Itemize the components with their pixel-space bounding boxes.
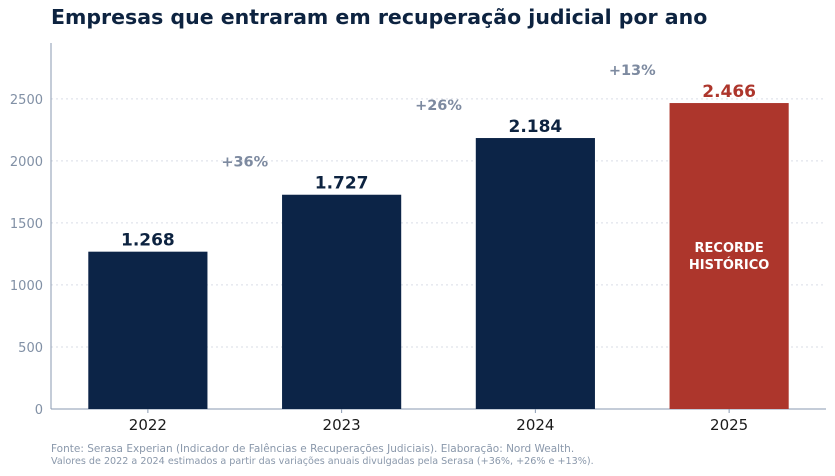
growth-label: +13% [609, 63, 656, 79]
growth-label: +36% [221, 155, 268, 171]
growth-label: +26% [415, 98, 462, 114]
axes: 0 500 1000 1500 2000 2500 2022 2023 2024 2025 [10, 43, 826, 434]
bars [88, 103, 789, 409]
value-label: 2.466 [702, 82, 756, 102]
y-tick-label: 2000 [10, 155, 43, 170]
highlight-label: RECORDE [695, 241, 764, 256]
value-label: 1.268 [121, 231, 175, 251]
x-tick-label: 2022 [129, 416, 167, 434]
y-tick-label: 2500 [10, 93, 43, 108]
y-tick-label: 1000 [10, 279, 43, 294]
x-tick-label: 2023 [323, 416, 361, 434]
x-tick-label: 2025 [710, 416, 748, 434]
bar [282, 194, 402, 409]
chart-title: Empresas que entraram em recuperação jud… [51, 5, 708, 29]
bar [669, 103, 789, 409]
source-footnote: Fonte: Serasa Experian (Indicador de Fal… [51, 443, 575, 455]
method-footnote: Valores de 2022 a 2024 estimados a parti… [51, 456, 594, 467]
y-tick-label: 500 [18, 341, 43, 356]
value-label: 1.727 [315, 174, 369, 194]
value-label: 2.184 [508, 117, 562, 137]
y-tick-label: 1500 [10, 217, 43, 232]
x-tick-label: 2024 [516, 416, 554, 434]
highlight-label: HISTÓRICO [689, 257, 769, 273]
bar [475, 138, 595, 409]
bar [88, 251, 208, 409]
y-tick-label: 0 [35, 403, 43, 418]
